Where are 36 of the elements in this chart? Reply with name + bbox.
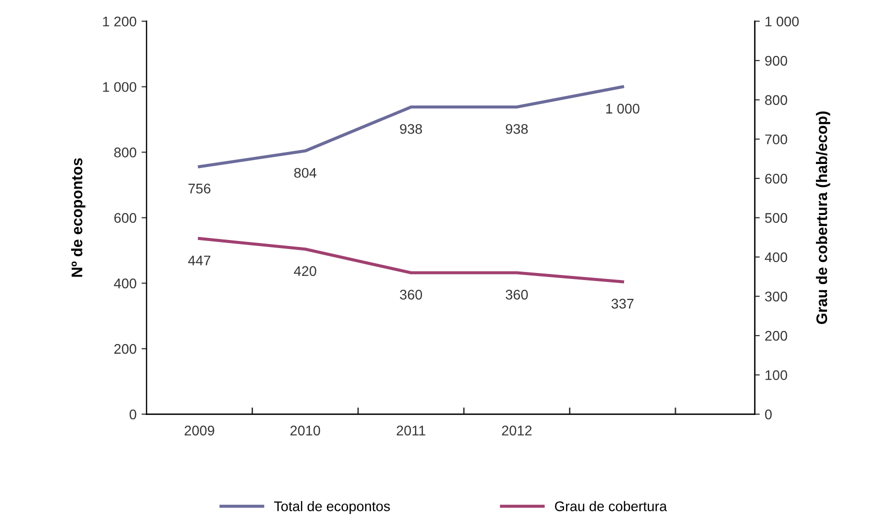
y2-tick-label: 500 <box>765 213 788 223</box>
data-label: 1 000 <box>606 104 640 114</box>
y2-tick-label: 300 <box>765 292 788 302</box>
y2-axis-title: Grau de cobertura (hab/ecop) <box>816 112 830 324</box>
y-tick-label: 600 <box>114 213 136 223</box>
data-label: 447 <box>188 256 210 266</box>
y2-tick-label: 200 <box>765 330 788 341</box>
data-label: 337 <box>612 298 634 309</box>
data-label: 756 <box>188 184 210 194</box>
y2-tick-label: 1 000 <box>766 16 799 26</box>
data-label: 938 <box>506 124 528 134</box>
data-label: 804 <box>294 168 316 178</box>
y-axis-title: Nº de ecopontos <box>71 158 86 277</box>
y2-tick-label: 900 <box>765 56 788 66</box>
y2-tick-label: 800 <box>765 95 788 105</box>
data-label: 938 <box>400 124 422 134</box>
y2-tick-label: 400 <box>764 252 788 262</box>
y2-tick-label: 700 <box>765 134 788 144</box>
legend-label: Grau de cobertura <box>554 501 667 512</box>
y2-tick-label: 100 <box>766 370 788 380</box>
y2-tick-label: 600 <box>765 174 788 184</box>
y-tick-label: 1 200 <box>103 16 136 26</box>
x-tick-label: 2010 <box>290 426 320 436</box>
y-tick-label: 400 <box>114 278 136 288</box>
y-tick-label: 200 <box>114 344 136 354</box>
y-tick-label: 0 <box>130 410 136 420</box>
y-tick-label: 1 000 <box>103 82 136 92</box>
x-tick-label: 2011 <box>396 426 426 436</box>
y2-tick-label: 0 <box>765 410 772 420</box>
data-label: 420 <box>294 266 316 276</box>
x-tick-label: 2009 <box>184 426 214 436</box>
x-tick-label: 2012 <box>502 426 532 436</box>
data-label: 360 <box>506 290 528 300</box>
y-tick-label: 800 <box>114 148 136 158</box>
data-label: 360 <box>400 290 422 300</box>
legend-label: Total de ecopontos <box>274 501 390 514</box>
